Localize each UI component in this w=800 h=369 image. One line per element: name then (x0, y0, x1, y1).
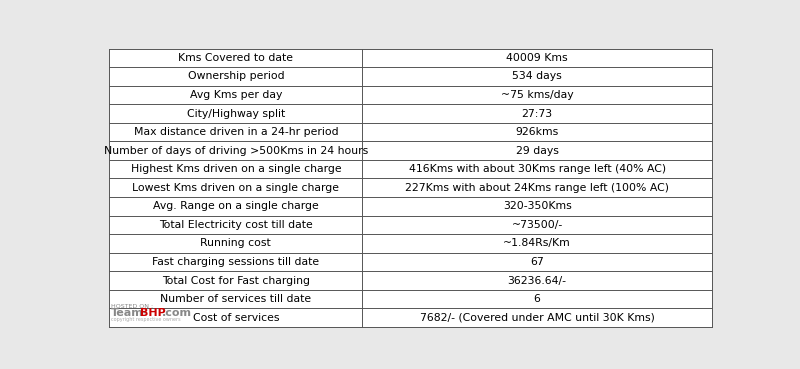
Text: 227Kms with about 24Kms range left (100% AC): 227Kms with about 24Kms range left (100%… (405, 183, 669, 193)
Text: Max distance driven in a 24-hr period: Max distance driven in a 24-hr period (134, 127, 338, 137)
Text: Cost of services: Cost of services (193, 313, 279, 323)
Text: copyright respective owners: copyright respective owners (110, 317, 180, 322)
Text: Highest Kms driven on a single charge: Highest Kms driven on a single charge (130, 164, 341, 174)
Text: Total Cost for Fast charging: Total Cost for Fast charging (162, 276, 310, 286)
Text: 320-350Kms: 320-350Kms (502, 201, 571, 211)
Text: City/Highway split: City/Highway split (186, 108, 285, 118)
Text: Fast charging sessions till date: Fast charging sessions till date (152, 257, 319, 267)
Text: Avg. Range on a single charge: Avg. Range on a single charge (153, 201, 318, 211)
Text: Ownership period: Ownership period (187, 71, 284, 82)
Text: ~75 kms/day: ~75 kms/day (501, 90, 574, 100)
Text: Avg Kms per day: Avg Kms per day (190, 90, 282, 100)
Text: BHP: BHP (140, 308, 166, 318)
Text: 29 days: 29 days (516, 146, 558, 156)
Text: Kms Covered to date: Kms Covered to date (178, 53, 294, 63)
Text: ~1.84Rs/Km: ~1.84Rs/Km (503, 238, 571, 248)
Text: Number of days of driving >500Kms in 24 hours: Number of days of driving >500Kms in 24 … (104, 146, 368, 156)
Text: HOSTED ON :: HOSTED ON : (110, 304, 153, 309)
Text: Team-: Team- (110, 308, 148, 318)
Text: 6: 6 (534, 294, 541, 304)
Text: 40009 Kms: 40009 Kms (506, 53, 568, 63)
Text: 534 days: 534 days (512, 71, 562, 82)
Text: Total Electricity cost till date: Total Electricity cost till date (159, 220, 313, 230)
Text: 7682/- (Covered under AMC until 30K Kms): 7682/- (Covered under AMC until 30K Kms) (420, 313, 654, 323)
Text: 67: 67 (530, 257, 544, 267)
Text: Running cost: Running cost (201, 238, 271, 248)
Text: .com: .com (162, 308, 191, 318)
Text: 926kms: 926kms (515, 127, 558, 137)
Text: Number of services till date: Number of services till date (160, 294, 311, 304)
Text: Lowest Kms driven on a single charge: Lowest Kms driven on a single charge (132, 183, 339, 193)
Text: 36236.64/-: 36236.64/- (508, 276, 566, 286)
Text: 27:73: 27:73 (522, 108, 553, 118)
Text: ~73500/-: ~73500/- (511, 220, 562, 230)
Text: 416Kms with about 30Kms range left (40% AC): 416Kms with about 30Kms range left (40% … (409, 164, 666, 174)
